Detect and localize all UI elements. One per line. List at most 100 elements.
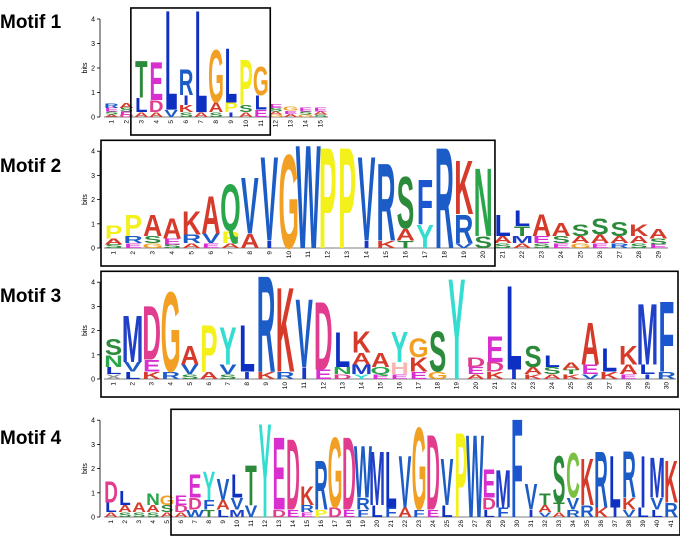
logo-letter: V xyxy=(651,495,664,514)
logo-letter: L xyxy=(441,502,453,521)
position-label: 30 xyxy=(514,520,521,528)
position-label: 14 xyxy=(358,382,365,390)
logo-letter: L xyxy=(125,370,141,381)
logo-letter: A xyxy=(398,506,412,521)
logo-letter: R xyxy=(435,119,454,280)
position-label: 7 xyxy=(225,382,232,386)
logo-letter: A xyxy=(551,219,570,240)
logo-letter: E xyxy=(120,111,134,115)
y-tick-label: 3 xyxy=(91,304,95,311)
logo-letter: A xyxy=(201,185,220,245)
logo-letter: I xyxy=(363,239,370,250)
logo-letter: L xyxy=(495,209,511,243)
logo-letter: I xyxy=(528,508,533,519)
logo-letter: D xyxy=(482,495,496,514)
logo-letter: A xyxy=(283,114,298,118)
logo-letter: E xyxy=(533,235,551,246)
logo-letter: L xyxy=(514,207,530,231)
y-tick-label: 0 xyxy=(91,246,95,253)
position-label: 6 xyxy=(208,251,215,255)
logo-letter: S xyxy=(120,107,134,113)
logo-letter: S xyxy=(105,335,122,361)
logo-letter: L xyxy=(195,0,207,144)
logo-letter: N xyxy=(474,149,493,258)
logo-letter: E xyxy=(301,511,314,519)
position-label: 17 xyxy=(422,251,429,259)
logo-letter: E xyxy=(314,107,328,113)
logo-letter: W xyxy=(296,114,321,280)
logo-letter: D xyxy=(466,355,485,370)
position-label: 23 xyxy=(416,520,423,528)
logo-letter: P xyxy=(124,209,142,243)
logo-letter: K xyxy=(179,103,194,114)
logo-letter: A xyxy=(649,227,668,242)
logo-letter: L xyxy=(637,506,649,521)
logo-letter: V xyxy=(164,108,178,119)
logo-letter: K xyxy=(454,146,473,232)
position-label: 1 xyxy=(108,520,115,524)
motif-title: Motif 3 xyxy=(0,286,62,307)
logo-letter: I xyxy=(301,364,308,383)
logo-letter: G xyxy=(428,370,448,381)
logo-letter: V xyxy=(124,360,142,375)
motif-region-box xyxy=(100,270,679,398)
logo-letter: V xyxy=(202,232,220,247)
logo-letter: R xyxy=(610,242,629,249)
logo-letter: G xyxy=(409,333,429,364)
logo-letter: S xyxy=(533,242,551,249)
y-tick-label: 1 xyxy=(91,490,95,497)
logo-letter: L xyxy=(165,0,177,140)
logo-letter: D xyxy=(333,373,352,380)
logo-letter: I xyxy=(183,92,189,108)
logo-letter: A xyxy=(493,235,512,246)
position-label: 1 xyxy=(108,120,115,124)
logo-letter: D xyxy=(174,504,188,515)
logo-letter: Y xyxy=(448,250,465,411)
position-label: 1 xyxy=(111,251,118,255)
logo-letter: A xyxy=(209,100,224,116)
logo-letter: A xyxy=(513,242,532,249)
motif-title: Motif 1 xyxy=(0,12,62,33)
logo-letter: T xyxy=(245,454,257,518)
logo-letter: A xyxy=(610,235,629,246)
logo-letter: E xyxy=(486,328,503,370)
logo-letter: C xyxy=(566,439,580,511)
logo-letter: S xyxy=(474,233,492,252)
position-label: 7 xyxy=(227,251,234,255)
y-tick-label: 4 xyxy=(91,149,95,156)
logo-letter: E xyxy=(582,362,599,377)
y-tick-label: 0 xyxy=(91,515,95,522)
logo-letter: Y xyxy=(416,219,434,256)
position-label: 11 xyxy=(305,251,312,258)
logo-letter: S xyxy=(299,111,313,115)
logo-letter: P xyxy=(200,311,217,386)
logo-letter: R xyxy=(622,438,636,513)
logo-letter: F xyxy=(511,391,523,545)
logo-letter: E xyxy=(552,242,570,249)
logo-letter: G xyxy=(278,126,299,277)
position-label: 32 xyxy=(542,520,549,528)
logo-letter: S xyxy=(105,244,123,250)
logo-letter: I xyxy=(243,370,250,381)
position-label: 20 xyxy=(374,520,381,528)
logo-letter: L xyxy=(639,362,655,377)
logo-letter: P xyxy=(338,119,356,280)
position-label: 3 xyxy=(150,251,157,255)
position-label: 20 xyxy=(473,382,480,390)
logo-letter: E xyxy=(483,461,496,507)
logo-letter: I xyxy=(644,373,651,380)
logo-letter: R xyxy=(124,235,144,246)
logo-letter: E xyxy=(427,508,440,519)
logo-letter: S xyxy=(179,111,193,119)
logo-letter: S xyxy=(552,235,570,246)
logo-letter: S xyxy=(630,242,648,249)
position-label: 10 xyxy=(234,520,241,528)
logo-letter: A xyxy=(132,501,146,516)
logo-letter: P xyxy=(315,508,328,519)
logo-letter: V xyxy=(623,508,637,519)
logo-letter: K xyxy=(600,370,620,381)
logo-letter: E xyxy=(315,367,332,382)
logo-letter: M xyxy=(351,362,373,377)
logo-letter: E xyxy=(620,373,637,380)
position-label: 11 xyxy=(258,120,265,127)
